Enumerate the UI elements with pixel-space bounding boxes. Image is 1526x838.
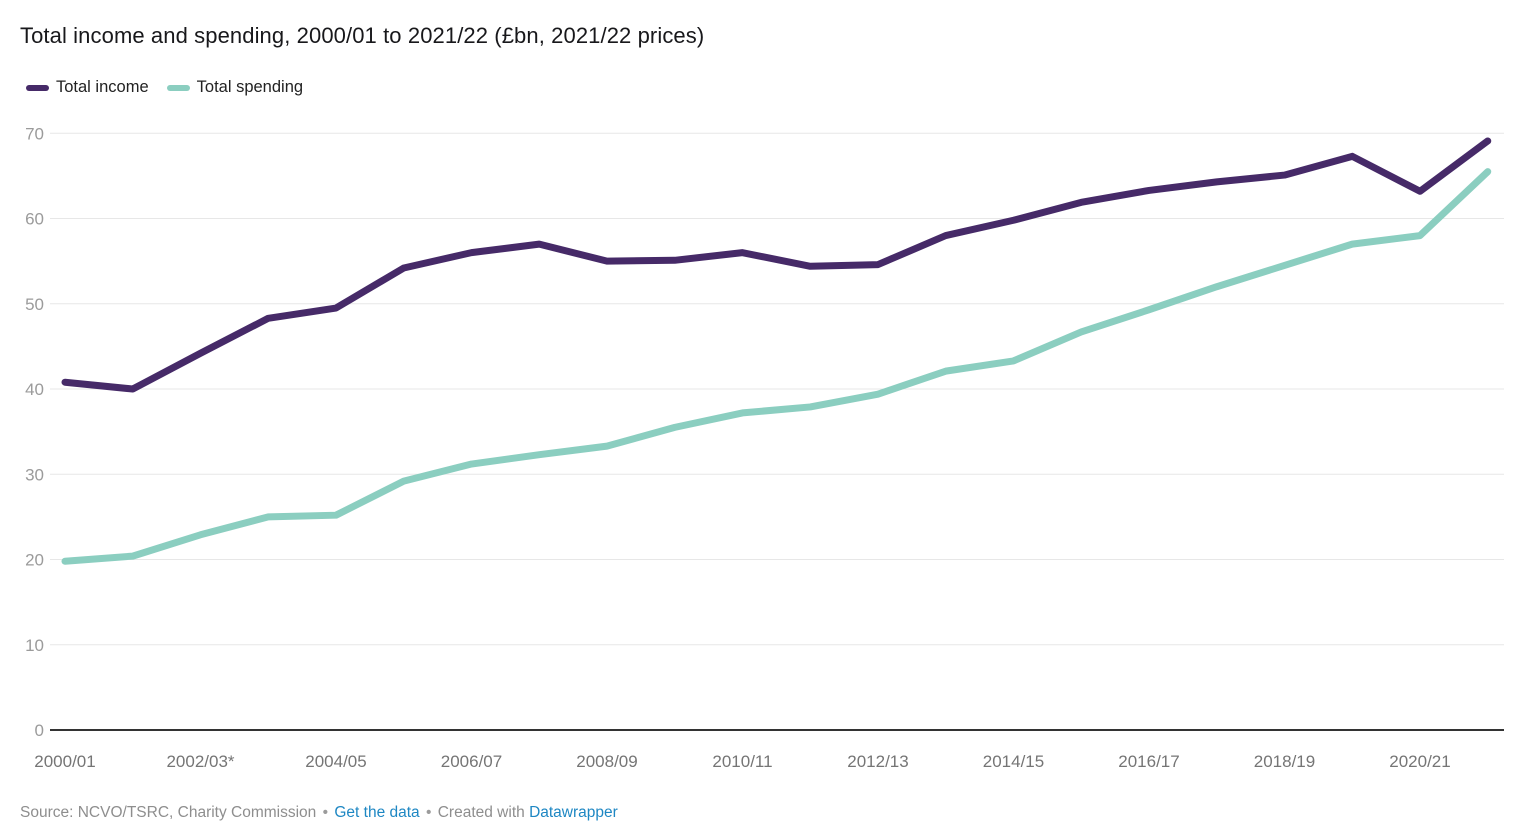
x-tick-label: 2000/01 [34, 752, 95, 771]
gridlines [50, 132, 1504, 731]
legend-swatch [26, 84, 49, 91]
source-text: NCVO/TSRC, Charity Commission [77, 804, 317, 821]
legend: Total income Total spending [26, 78, 303, 97]
x-tick-label: 2020/21 [1389, 752, 1450, 771]
source-label: Source: [20, 804, 74, 821]
x-tick-label: 2016/17 [1118, 752, 1179, 771]
y-tick-label: 40 [25, 380, 44, 399]
chart-title: Total income and spending, 2000/01 to 20… [20, 23, 705, 48]
x-tick-label: 2004/05 [305, 752, 366, 771]
y-tick-label: 20 [25, 551, 44, 570]
x-tick-label: 2012/13 [847, 752, 908, 771]
y-tick-label: 60 [25, 210, 44, 229]
get-the-data-link[interactable]: Get the data [334, 804, 420, 821]
legend-swatch [166, 84, 190, 91]
x-axis-labels: 2000/01 2002/03* 2004/05 2006/07 2008/09 2010… [34, 752, 1450, 771]
total-income-line [61, 137, 1492, 393]
legend-item-total-spending: Total spending [166, 78, 304, 97]
x-tick-label: 2008/09 [576, 752, 637, 771]
y-tick-label: 30 [25, 465, 44, 484]
y-tick-label: 50 [25, 295, 44, 314]
legend-item-total-income: Total income [26, 78, 149, 97]
x-tick-label: 2018/19 [1254, 752, 1315, 771]
x-tick-label: 2006/07 [441, 752, 502, 771]
y-axis-labels: 0 10 20 30 40 50 60 70 [25, 124, 44, 740]
separator-dot: • [425, 804, 432, 821]
x-tick-label: 2014/15 [983, 752, 1044, 771]
x-tick-label: 2010/11 [712, 752, 772, 771]
legend-label: Total spending [196, 78, 304, 96]
series-lines [61, 137, 1492, 565]
footer: Source: NCVO/TSRC, Charity Commission • … [20, 804, 618, 822]
y-tick-label: 70 [25, 124, 44, 143]
datawrapper-link[interactable]: Datawrapper [529, 804, 618, 821]
separator-dot: • [322, 804, 329, 821]
created-with-label: Created with [437, 804, 525, 821]
y-tick-label: 0 [35, 721, 44, 740]
y-tick-label: 10 [25, 636, 44, 655]
legend-label: Total income [56, 78, 149, 96]
total-spending-line [61, 168, 1492, 565]
x-tick-label: 2002/03* [166, 752, 234, 771]
